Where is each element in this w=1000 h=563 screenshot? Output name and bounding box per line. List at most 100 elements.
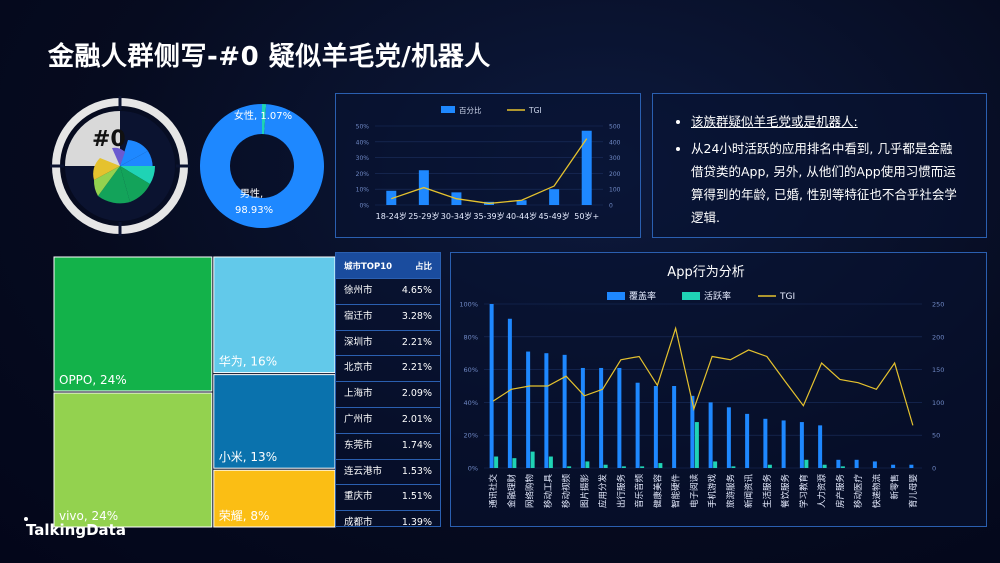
app-coverage-bar: [653, 386, 658, 468]
age-bar: [516, 200, 527, 205]
app-category-label: 健康美容: [652, 474, 663, 509]
app-chart-title: App行为分析: [667, 265, 744, 280]
app-yright-tick: 150: [932, 366, 944, 374]
donut-label-male-value: 98.93%: [235, 205, 273, 216]
app-coverage-bar: [745, 413, 750, 468]
age-yright-tick: 500: [609, 124, 621, 131]
app-category-label: 智能硬件: [671, 474, 682, 509]
app-category-label: 手机游戏: [707, 474, 718, 509]
treemap-cell: [53, 256, 213, 392]
app-category-label: 网络购物: [525, 474, 536, 509]
badge-label: #0: [92, 127, 126, 152]
app-active-bar: [621, 466, 626, 468]
app-active-bar: [694, 422, 699, 468]
app-coverage-bar: [617, 367, 622, 468]
app-category-label: 房产服务: [835, 474, 846, 509]
age-yright-tick: 100: [609, 187, 621, 194]
age-yright-tick: 400: [609, 139, 621, 146]
treemap-label: 华为, 16%: [219, 355, 277, 369]
app-yright-tick: 200: [932, 333, 944, 341]
age-yright-tick: 300: [609, 155, 621, 162]
city-row: 上海市 2.09%: [336, 381, 440, 407]
city-name: 北京市: [344, 362, 373, 374]
city-share: 1.53%: [401, 465, 432, 477]
city-row: 重庆市 1.51%: [336, 484, 440, 510]
app-category-label: 出行服务: [616, 474, 627, 509]
app-active-bar: [767, 464, 772, 468]
app-category-label: 学习教育: [798, 474, 809, 508]
donut-slice-female: [262, 104, 267, 135]
app-coverage-bar: [507, 318, 512, 468]
age-bar: [581, 130, 592, 205]
age-category-label: 30-34岁: [441, 211, 472, 221]
age-tgi-line: [391, 138, 588, 205]
legend-label-coverage: 覆盖率: [629, 290, 656, 302]
app-yleft-tick: 100%: [459, 301, 478, 309]
city-header-name: 城市TOP10: [344, 262, 393, 272]
app-coverage-bar: [891, 464, 896, 468]
app-yleft-tick: 20%: [464, 432, 478, 440]
age-yright-tick: 200: [609, 171, 621, 178]
age-chart: 百分比 TGI 0% 10% 20% 30% 40% 50% 0 100 200 300 400 500 1…: [356, 105, 621, 221]
app-active-bar: [567, 466, 572, 468]
app-category-label: 金融理财: [506, 474, 517, 509]
age-category-label: 40-44岁: [506, 211, 537, 221]
age-yleft-tick: 10%: [356, 187, 370, 194]
city-share: 3.28%: [401, 310, 432, 322]
treemap-label: OPPO, 24%: [59, 373, 127, 387]
city-table-header: 城市TOP10 占比: [336, 253, 440, 278]
app-active-bar: [603, 464, 608, 468]
app-coverage-bar: [544, 353, 549, 468]
treemap-cell: [53, 392, 213, 528]
city-share: 4.65%: [401, 285, 432, 296]
city-share: 2.09%: [401, 388, 432, 400]
app-yleft-tick: 0%: [468, 465, 478, 473]
app-yleft-tick: 40%: [464, 399, 478, 407]
app-active-bar: [713, 461, 718, 468]
app-coverage-bar: [763, 418, 768, 468]
app-yright-tick: 250: [932, 301, 944, 309]
city-top10-table: 城市TOP10 占比 徐州市 4.65% 宿迁市 3.28% 深圳市 2.21% 北京市 2.…: [335, 252, 441, 528]
app-coverage-bar: [580, 367, 585, 468]
city-row: 北京市 2.21%: [336, 355, 440, 381]
treemap-label: 小米, 13%: [219, 450, 277, 464]
legend-swatch-coverage: [607, 292, 625, 300]
app-coverage-bar: [690, 395, 695, 468]
city-share: 2.01%: [401, 413, 432, 425]
age-yleft-tick: 0%: [359, 203, 369, 210]
city-row: 宿迁市 3.28%: [336, 303, 440, 330]
age-bar: [549, 189, 560, 205]
age-yleft-tick: 20%: [356, 171, 370, 178]
app-active-bar: [530, 451, 535, 468]
rose-badge: #0: [50, 96, 190, 236]
app-yleft-tick: 60%: [464, 366, 478, 374]
treemap-cell: [213, 256, 336, 374]
app-coverage-bar: [526, 351, 531, 468]
app-active-bar: [658, 463, 663, 468]
page-title: 金融人群侧写-#0 疑似羊毛党/机器人: [48, 42, 491, 72]
gender-donut-chart: 女性, 1.07% 男性, 98.93%: [199, 104, 324, 228]
talkingdata-logo: TalkingData: [24, 517, 126, 539]
rose-slice-quad: [65, 111, 120, 166]
age-yleft-tick: 30%: [356, 155, 370, 162]
city-name: 上海市: [344, 388, 373, 400]
donut-label-male-name: 男性,: [240, 187, 263, 200]
city-share: 1.39%: [401, 517, 432, 529]
legend-swatch-active: [682, 292, 700, 300]
city-name: 深圳市: [344, 336, 373, 348]
legend-swatch-percent: [441, 106, 455, 113]
age-yright-tick: 0: [609, 203, 613, 210]
city-row: 连云港市 1.53%: [336, 458, 440, 485]
city-share: 2.21%: [401, 336, 432, 348]
city-row: 广州市 2.01%: [336, 406, 440, 433]
app-active-bar: [585, 461, 590, 468]
city-share: 1.51%: [401, 491, 432, 503]
app-category-label: 旅游服务: [725, 474, 736, 509]
app-active-bar: [731, 466, 736, 468]
city-name: 徐州市: [344, 285, 373, 296]
age-yleft-tick: 50%: [356, 124, 370, 131]
app-active-bar: [512, 458, 517, 468]
app-chart-panel: [450, 252, 987, 527]
city-name: 重庆市: [344, 491, 373, 503]
city-name: 宿迁市: [344, 310, 373, 322]
